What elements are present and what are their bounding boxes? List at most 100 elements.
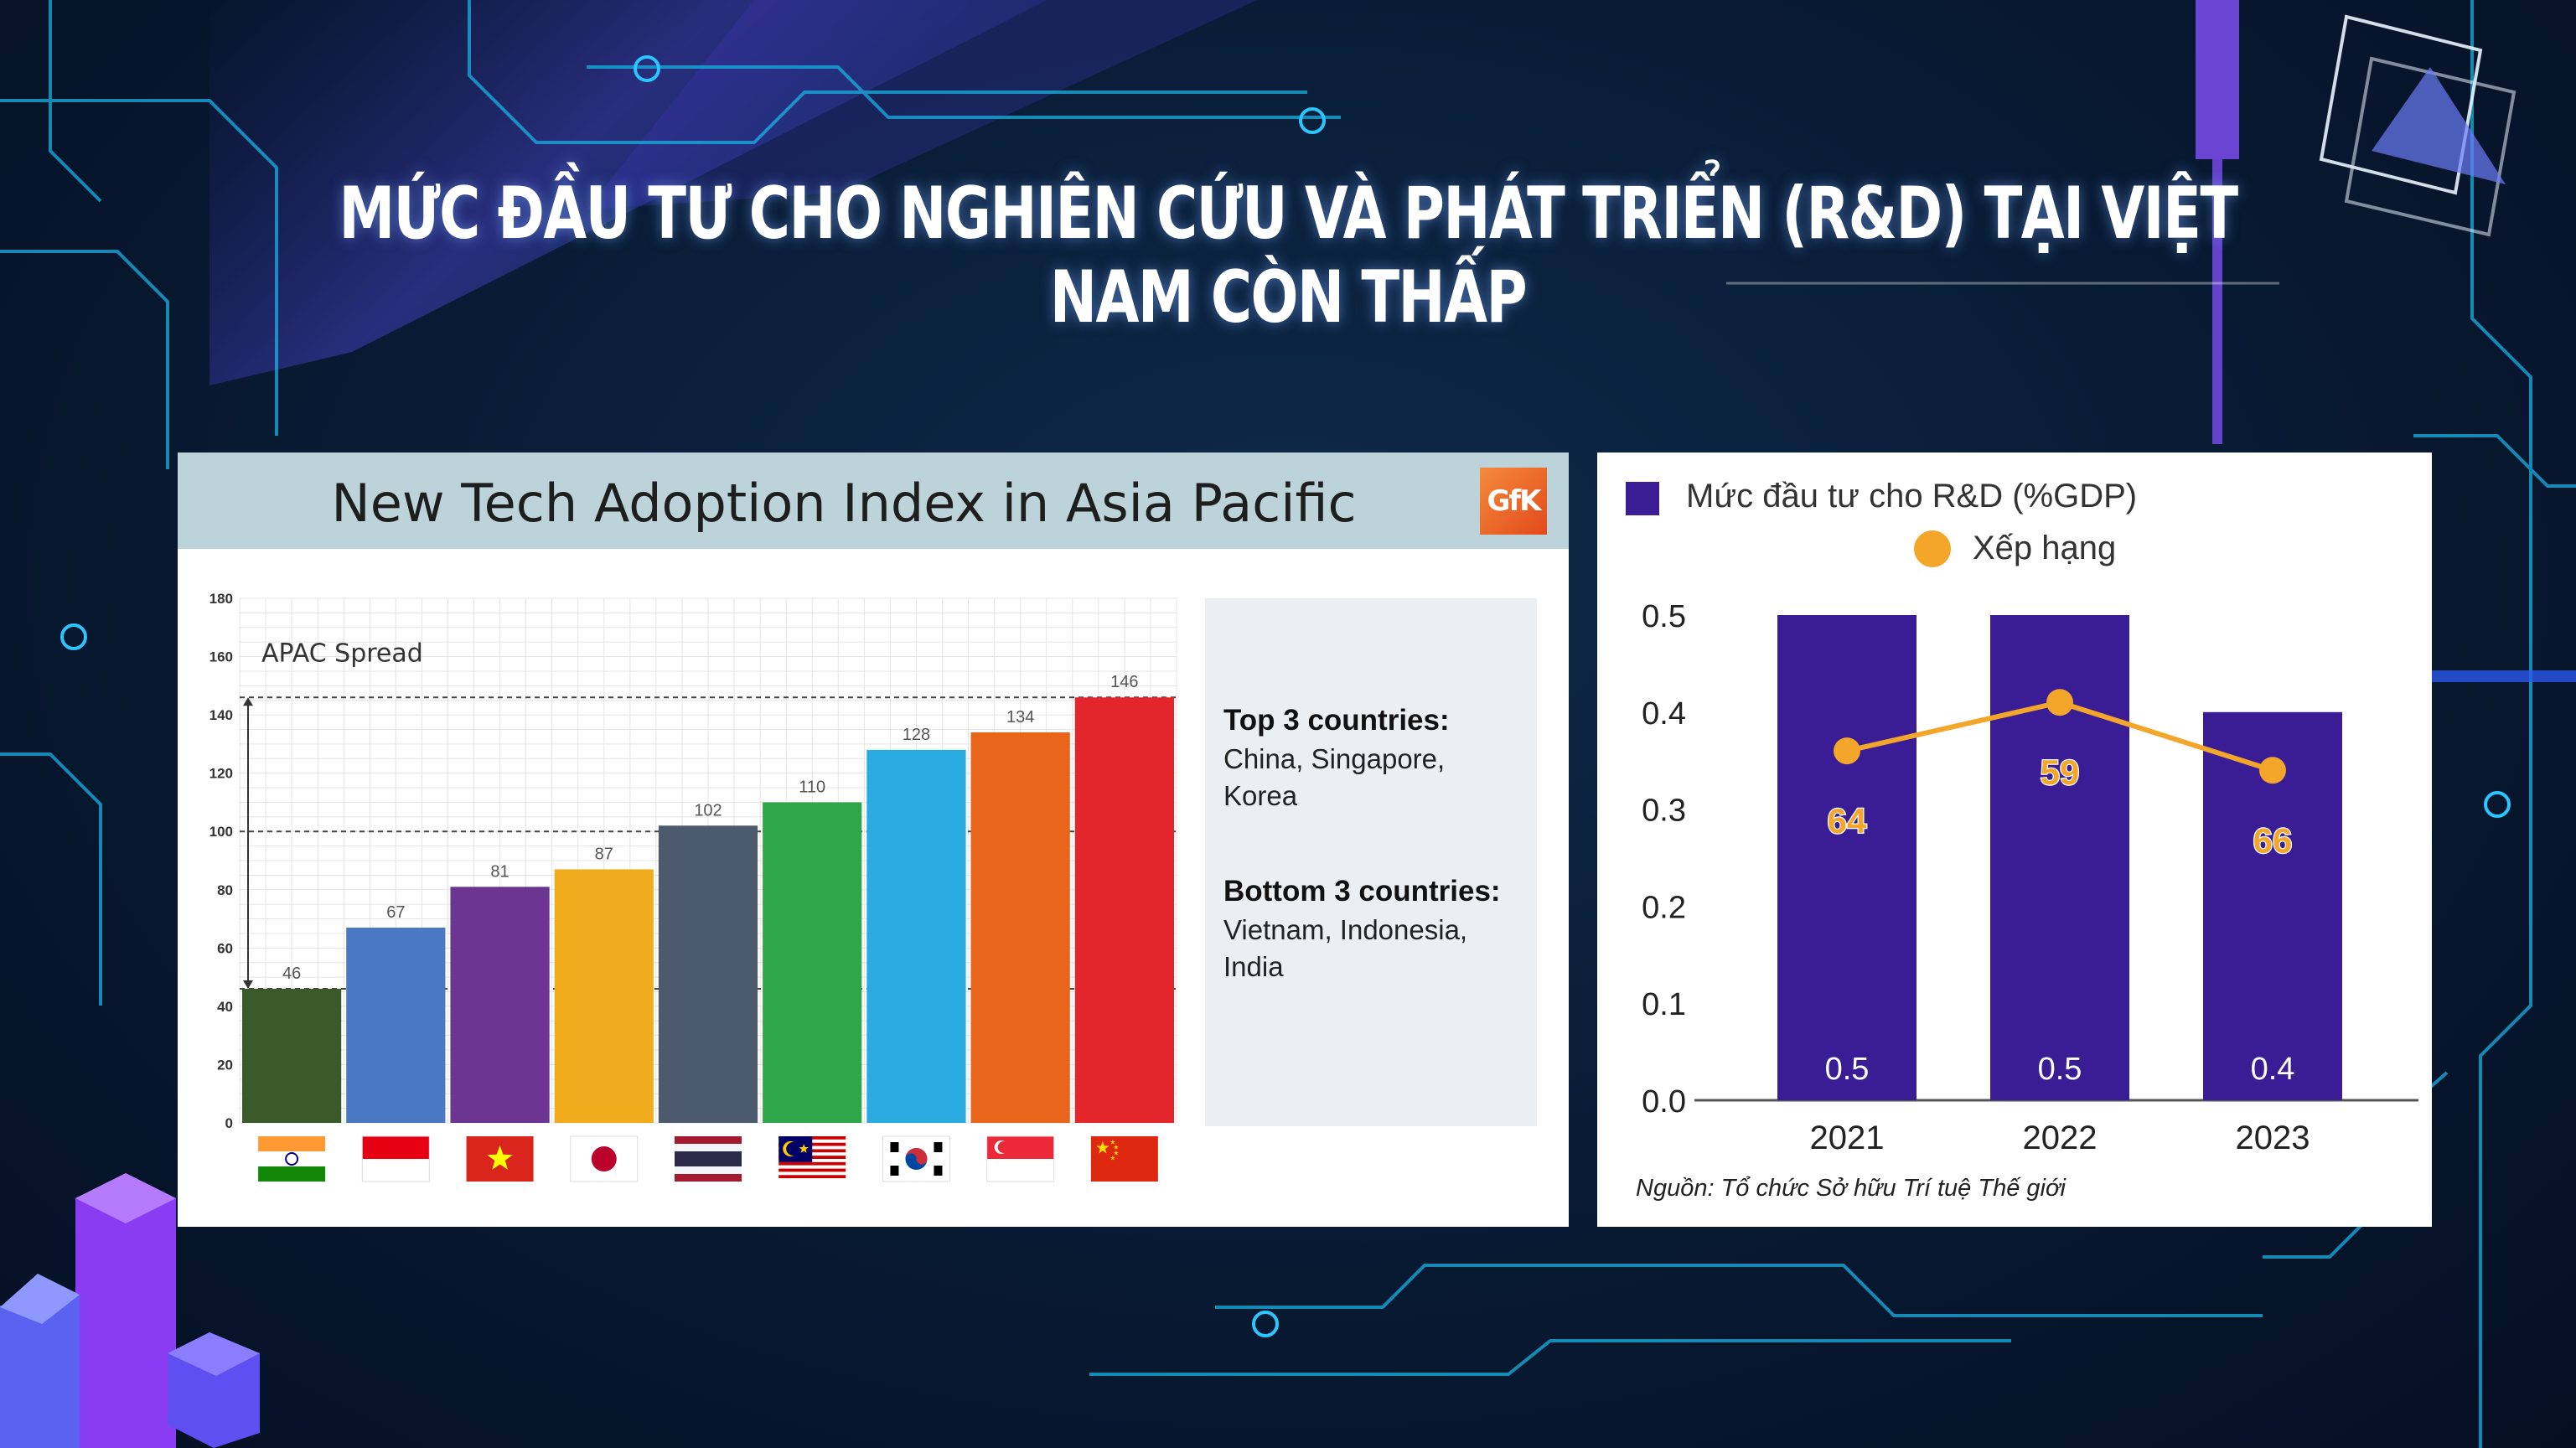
page-headline: MỨC ĐẦU TƯ CHO NGHIÊN CỨU VÀ PHÁT TRIỂN …	[339, 172, 2238, 339]
x-tick-label: 2022	[2023, 1120, 2098, 1156]
x-tick-label: 2021	[1810, 1120, 1885, 1156]
bar-value-label: 87	[595, 845, 613, 863]
flag-part	[905, 1148, 928, 1165]
flag-part	[285, 1152, 299, 1166]
bar	[763, 802, 862, 1123]
flag-part	[1090, 1136, 1158, 1182]
spread-arrow-head	[243, 980, 253, 990]
flag-star	[1110, 1140, 1115, 1145]
flag-part	[778, 1175, 846, 1179]
rd-bar-value-label: 0.5	[1825, 1052, 1870, 1087]
flag-part	[997, 1141, 1010, 1153]
flag-part	[934, 1166, 943, 1176]
y-tick-label: 0.3	[1642, 794, 1686, 829]
flag-star	[1096, 1141, 1110, 1154]
flag-star	[799, 1144, 809, 1153]
bar	[554, 869, 654, 1123]
flag-part	[778, 1171, 846, 1176]
legend-line-swatch	[1914, 530, 1951, 567]
rd-bar	[1990, 615, 2129, 1100]
bar-value-label: 67	[386, 903, 405, 922]
flag-part	[675, 1151, 742, 1166]
chart-title: New Tech Adoption Index in Asia Pacific	[331, 473, 1357, 534]
flag-star	[1114, 1151, 1119, 1156]
flag-part	[362, 1136, 430, 1159]
source-note: Nguồn: Tổ chức Sở hữu Trí tuệ Thế giới	[1636, 1175, 2066, 1202]
legend-line-label: Xếp hạng	[1973, 530, 2117, 566]
y-tick-label: 180	[209, 591, 233, 607]
rd-bar-value-label: 0.5	[2038, 1052, 2082, 1087]
top-countries-heading: Top 3 countries:	[1223, 704, 1450, 737]
y-tick-label: 20	[217, 1057, 233, 1073]
flag-part	[778, 1165, 846, 1169]
ranking-value-label: 66	[2253, 820, 2293, 860]
y-tick-label: 0.2	[1642, 890, 1686, 925]
y-tick-label: 60	[217, 940, 233, 956]
bottom-countries-list: Vietnam, Indonesia, India	[1223, 914, 1468, 982]
flag-singapore-icon	[986, 1135, 1055, 1182]
rd-investment-panel: Mức đầu tư cho R&D (%GDP) Xếp hạng 0.0 0.…	[1597, 452, 2432, 1227]
y-tick-label: 0.4	[1642, 696, 1686, 732]
top-countries-list: China, Singapore, Korea	[1223, 743, 1446, 811]
flag-part	[986, 1159, 1054, 1182]
y-tick-label: 0.1	[1642, 987, 1686, 1022]
bar-value-label: 81	[490, 862, 509, 881]
flag-part	[258, 1151, 326, 1166]
flag-part	[934, 1142, 943, 1152]
ranking-point	[2046, 689, 2073, 716]
spread-arrow-head	[243, 697, 253, 706]
y-tick-label: 120	[209, 766, 233, 782]
flag-part	[258, 1166, 326, 1182]
flag-thailand-icon	[675, 1136, 742, 1182]
flag-part	[778, 1168, 846, 1172]
flag-part	[890, 1166, 899, 1176]
legend-bar-label: Mức đầu tư cho R&D (%GDP)	[1686, 478, 2138, 515]
rd-investment-chart: 0.0 0.1 0.2 0.3 0.4 0.5 0.5 2021 0.5 2022 0.4 2023 6…	[1642, 599, 2418, 1156]
flag-part	[786, 1142, 800, 1156]
flag-part	[258, 1136, 326, 1151]
y-tick-label: 140	[209, 707, 233, 723]
flag-part	[882, 1135, 950, 1182]
bar-value-label: 134	[1006, 708, 1034, 727]
y-tick-label: 100	[209, 824, 233, 840]
flag-part	[890, 1142, 899, 1152]
bar-value-label: 46	[282, 964, 301, 983]
legend-bar-swatch	[1626, 482, 1659, 515]
ranking-point	[2259, 757, 2286, 784]
flag-part	[591, 1146, 617, 1171]
flag-star	[1110, 1156, 1115, 1161]
tech-adoption-panel: New Tech Adoption Index in Asia Pacific …	[178, 452, 1569, 1227]
x-tick-label: 2023	[2236, 1120, 2310, 1156]
y-tick-label: 0.0	[1642, 1084, 1686, 1120]
flag-part	[778, 1161, 846, 1166]
bar-value-label: 110	[799, 778, 825, 796]
bar-value-label: 102	[694, 801, 722, 820]
ranking-value-label: 59	[2041, 752, 2080, 792]
flag-japan-icon	[570, 1135, 639, 1182]
rd-bar-value-label: 0.4	[2251, 1052, 2295, 1087]
flag-china-icon	[1090, 1136, 1158, 1182]
y-tick-label: 0	[225, 1115, 233, 1131]
bottom-countries-heading: Bottom 3 countries:	[1223, 875, 1501, 908]
bar	[1074, 697, 1174, 1123]
bar	[450, 887, 550, 1123]
flag-part	[570, 1135, 639, 1182]
bar	[346, 927, 446, 1123]
flag-part	[361, 1135, 430, 1182]
apac-spread-label: APAC Spread	[261, 639, 423, 669]
y-tick-label: 40	[217, 999, 233, 1015]
ranking-point	[1834, 737, 1860, 765]
flag-star	[487, 1145, 513, 1170]
y-tick-label: 0.5	[1642, 599, 1686, 634]
rd-bar	[1777, 615, 1916, 1100]
flag-part	[362, 1159, 430, 1182]
flag-star	[1114, 1145, 1119, 1150]
countries-info-box: Top 3 countries: China, Singapore, Korea…	[1205, 598, 1537, 1126]
gfk-logo: GfK	[1480, 468, 1547, 535]
bar-value-label: 146	[1110, 673, 1138, 691]
flag-part	[778, 1178, 846, 1182]
y-tick-label: 160	[209, 649, 233, 665]
bar	[970, 732, 1070, 1123]
flag-india-icon	[258, 1136, 326, 1182]
